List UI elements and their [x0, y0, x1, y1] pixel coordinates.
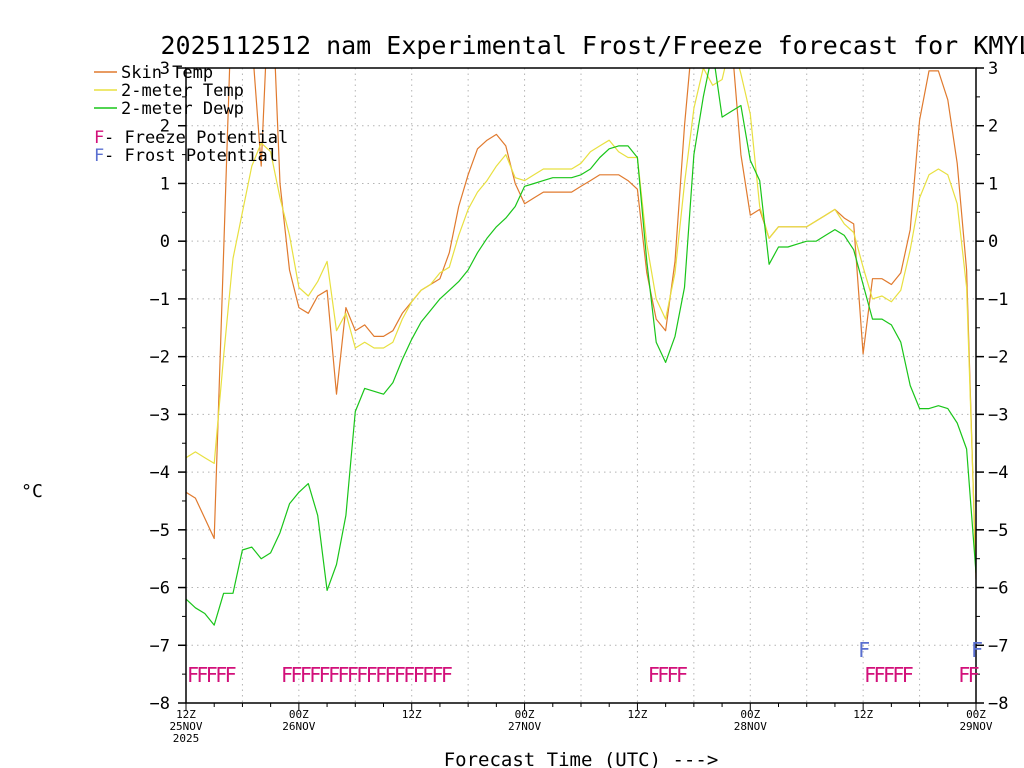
y-axis-left: −8 −7 −6 −5 −4 −3 −2 −1 0 1 2 3 [150, 59, 186, 714]
freeze-potential-marker: F [347, 663, 359, 687]
freeze-potential-marker: F [300, 663, 312, 687]
freeze-potential-marker: F [968, 663, 980, 687]
x-tick-label: 00Z [740, 708, 760, 721]
freeze-potential-marker: F [337, 663, 349, 687]
y-axis-label: °C [21, 481, 43, 502]
freeze-potential-marker: F [902, 663, 914, 687]
freeze-potential-marker: F [281, 663, 293, 687]
x-tick-label: 00Z [289, 708, 309, 721]
freeze-potential-marker: F [356, 663, 368, 687]
y-tick-label: 1 [988, 174, 998, 194]
y-tick-label: −3 [988, 405, 1008, 425]
x-tick-label: 28NOV [734, 720, 767, 733]
legend-potential-glyph: F [94, 128, 104, 148]
legend-label: 2-meter Dewp [121, 99, 244, 119]
freeze-potential-marker: F [874, 663, 886, 687]
freeze-potential-marker: F [187, 663, 199, 687]
y-tick-label: 1 [160, 174, 170, 194]
series-group [186, 68, 976, 626]
y-tick-label: −5 [150, 521, 170, 541]
freeze-potential-marker: F [892, 663, 904, 687]
x-tick-label: 00Z [966, 708, 986, 721]
grid-lines [186, 68, 976, 703]
freeze-potential-marker: F [432, 663, 444, 687]
freeze-potential-marker: F [394, 663, 406, 687]
y-tick-label: −3 [150, 405, 170, 425]
x-tick-label: 12Z [627, 708, 647, 721]
freeze-potential-marker: F [403, 663, 415, 687]
freeze-potential-marker: F [422, 663, 434, 687]
y-tick-label: 3 [160, 59, 170, 79]
x-tick-label: 12Z [176, 708, 196, 721]
y-tick-label: −6 [988, 579, 1008, 599]
legend-label: 2-meter Temp [121, 81, 244, 101]
y-tick-label: 0 [988, 232, 998, 252]
freeze-potential-marker: F [883, 663, 895, 687]
freeze-potential-marker: F [441, 663, 453, 687]
y-tick-label: −8 [988, 694, 1008, 714]
y-tick-label: −4 [988, 463, 1008, 483]
x-tick-label: 27NOV [508, 720, 541, 733]
frost-potential-marker: F [971, 638, 983, 662]
y-tick-label: 3 [988, 59, 998, 79]
freeze-potential-marker: F [196, 663, 208, 687]
y-tick-label: −1 [150, 290, 170, 310]
y-axis-right: −8 −7 −6 −5 −4 −3 −2 −1 0 1 2 3 [976, 59, 1008, 714]
freeze-potential-marker: F [225, 663, 237, 687]
freeze-potential-marker: F [206, 663, 218, 687]
freeze-potential-marker: F [958, 663, 970, 687]
y-tick-label: 2 [160, 117, 170, 137]
y-tick-label: 2 [988, 117, 998, 137]
y-tick-label: −7 [988, 636, 1008, 656]
legend-potential-label: - Freeze Potential [104, 128, 288, 148]
freeze-potential-marker: F [328, 663, 340, 687]
x-tick-label: 29NOV [959, 720, 992, 733]
freeze-potential-marker: F [385, 663, 397, 687]
freeze-potential-marker: F [375, 663, 387, 687]
x-tick-label: 25NOV [169, 720, 202, 733]
frost-potential-marker: F [858, 638, 870, 662]
legend-potential-glyph: F [94, 146, 104, 166]
y-tick-label: −8 [150, 694, 170, 714]
y-tick-label: −7 [150, 636, 170, 656]
freeze-potential-marker: F [215, 663, 227, 687]
freeze-potential-marker: F [864, 663, 876, 687]
x-tick-label: 12Z [402, 708, 422, 721]
x-tick-label: 00Z [515, 708, 535, 721]
freeze-potential-marker: F [667, 663, 679, 687]
y-tick-label: −4 [150, 463, 170, 483]
series-line-skin-temp [186, 68, 976, 579]
legend-potential-label: - Frost Potential [104, 146, 278, 166]
freeze-potential-marker: F [290, 663, 302, 687]
y-tick-label: −2 [988, 348, 1008, 368]
y-tick-label: 0 [160, 232, 170, 252]
freeze-potential-marker: F [676, 663, 688, 687]
freeze-potential-marker: F [648, 663, 660, 687]
x-axis-label: Forecast Time (UTC) ---> [444, 749, 719, 768]
freeze-potential-marker: F [366, 663, 378, 687]
series-line-2-meter-dewp [186, 68, 976, 626]
series-line-2-meter-temp [186, 68, 976, 571]
freeze-potential-marker: F [309, 663, 321, 687]
y-tick-label: −1 [988, 290, 1008, 310]
y-tick-label: −2 [150, 348, 170, 368]
series-layer [186, 68, 976, 626]
y-tick-label: −5 [988, 521, 1008, 541]
freeze-potential-marker: F [413, 663, 425, 687]
freeze-potential-marker: F [319, 663, 331, 687]
chart-title: 2025112512 nam Experimental Frost/Freeze… [161, 31, 1024, 60]
x-tick-label: 12Z [853, 708, 873, 721]
legend-label: Skin Temp [121, 63, 213, 83]
freeze-potential-marker: F [657, 663, 669, 687]
x-tick-label: 26NOV [282, 720, 315, 733]
y-tick-label: −6 [150, 579, 170, 599]
x-tick-label: 2025 [173, 732, 200, 745]
